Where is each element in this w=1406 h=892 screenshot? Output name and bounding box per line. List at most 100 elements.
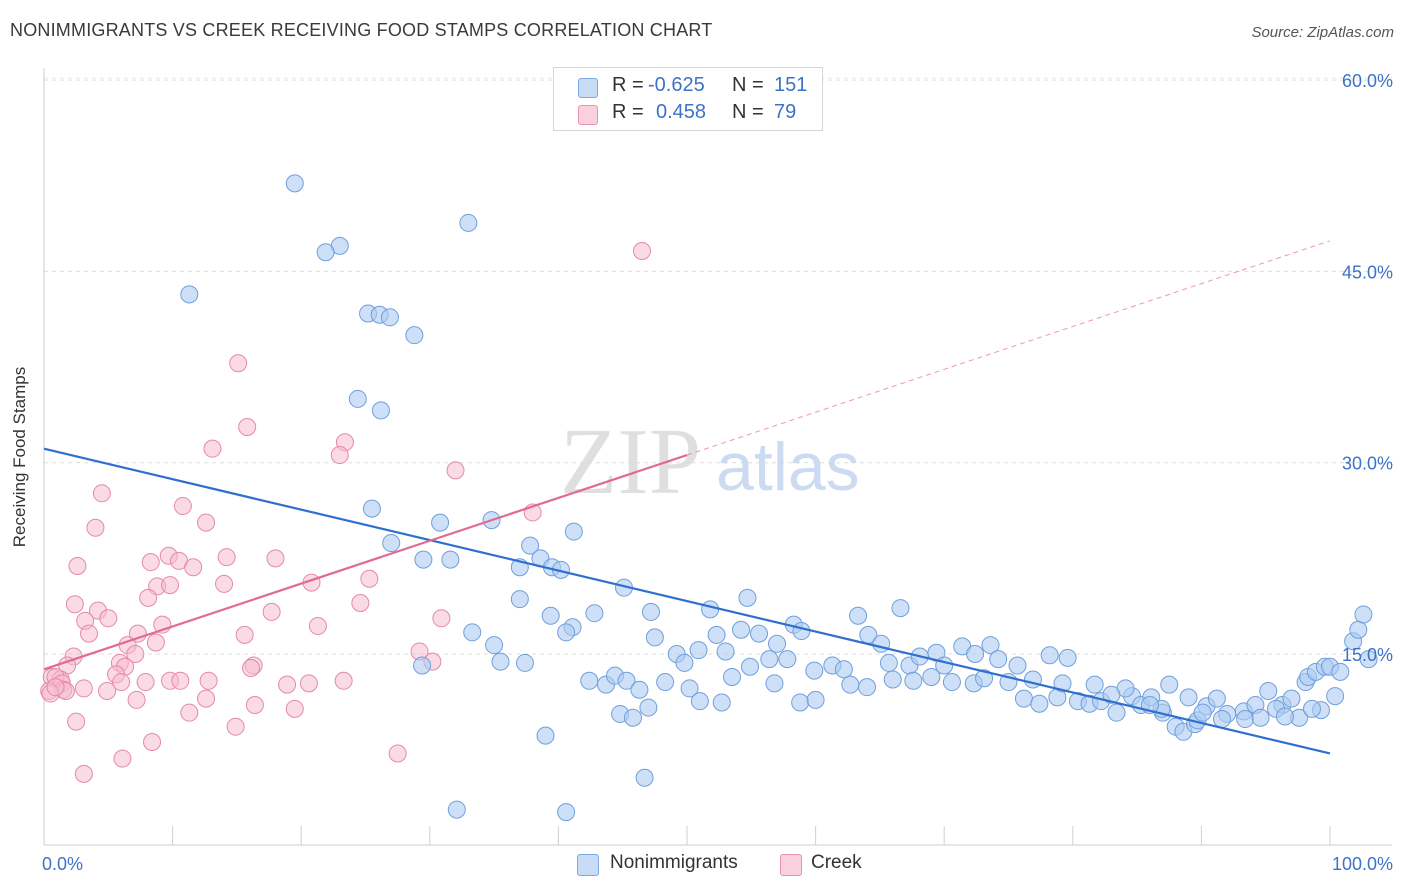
nonimmigrants-point — [1085, 675, 1104, 694]
nonimmigrants-point — [413, 656, 432, 675]
nonimmigrants-point — [382, 534, 401, 553]
nonimmigrants-point — [1212, 710, 1231, 729]
nonimmigrants-point — [1349, 620, 1368, 639]
r-value: -0.625 — [648, 74, 705, 96]
nonimmigrants-point — [1354, 605, 1373, 624]
creek-point — [136, 673, 155, 692]
creek-point — [238, 417, 257, 436]
nonimmigrants-point — [510, 590, 529, 609]
creek-point — [446, 461, 465, 480]
nonimmigrants-point — [989, 650, 1008, 669]
nonimmigrants-points — [180, 174, 1378, 822]
nonimmigrants-point — [966, 645, 985, 663]
creek-point — [330, 446, 349, 465]
nonimmigrants-point — [765, 674, 784, 693]
creek-point — [299, 674, 318, 693]
nonimmigrants-point — [849, 606, 868, 625]
creek-point — [171, 671, 190, 690]
nonimmigrants-point — [536, 726, 555, 745]
nonimmigrants-point — [768, 634, 787, 653]
nonimmigrants-point — [541, 606, 560, 625]
creek-point — [127, 690, 146, 709]
creek-point — [245, 696, 264, 715]
creek-point — [197, 513, 216, 532]
nonimmigrants-point — [680, 679, 699, 698]
trend-line-creek — [43, 454, 688, 671]
nonimmigrants-point — [564, 522, 583, 541]
creek-point — [113, 749, 132, 768]
nonimmigrants-point — [1014, 689, 1033, 708]
nonimmigrants-point — [348, 389, 367, 408]
nonimmigrants-point — [362, 499, 381, 518]
creek-point — [80, 624, 99, 643]
chart-title: NONIMMIGRANTS VS CREEK RECEIVING FOOD ST… — [10, 20, 713, 40]
creek-point — [173, 497, 192, 516]
nonimmigrants-point — [285, 174, 304, 193]
y-tick-label: 30.0% — [1342, 454, 1393, 474]
nonimmigrants-point — [180, 285, 199, 304]
nonimmigrants-point — [1102, 685, 1121, 704]
nonimmigrants-point — [635, 768, 654, 787]
nonimmigrants-point — [1259, 681, 1278, 700]
creek-point — [180, 703, 199, 722]
creek-point — [308, 616, 327, 635]
nonimmigrants-point — [491, 652, 510, 671]
creek-point — [65, 595, 84, 614]
nonimmigrants-point — [922, 667, 941, 686]
creek-point — [161, 576, 180, 595]
nonimmigrants-point — [690, 692, 709, 711]
nonimmigrants-point — [834, 660, 853, 679]
legend-label: Nonimmigrants — [610, 852, 738, 873]
nonimmigrants-point — [639, 698, 658, 717]
trend-lines — [43, 240, 1331, 755]
creek-point — [126, 645, 145, 663]
watermark-zip: ZIP — [560, 410, 701, 514]
creek-point — [197, 689, 216, 708]
nonimmigrants-point — [656, 673, 675, 692]
nonimmigrants-point — [778, 650, 797, 669]
nonimmigrants-point — [792, 622, 811, 641]
nonimmigrants-point — [741, 657, 760, 676]
nonimmigrants-point — [723, 667, 742, 686]
creek-point — [360, 569, 379, 588]
nonimmigrants-point — [1030, 694, 1049, 713]
nonimmigrants-point — [645, 628, 664, 647]
watermark: ZIP atlas — [560, 410, 860, 514]
legend-swatch-blue — [578, 78, 598, 98]
creek-point — [203, 439, 222, 458]
watermark-atlas: atlas — [716, 429, 860, 505]
creek-point — [184, 558, 203, 577]
nonimmigrants-point — [1160, 675, 1179, 694]
nonimmigrants-point — [1107, 703, 1126, 722]
nonimmigrants-point — [883, 670, 902, 689]
nonimmigrants-point — [447, 800, 466, 819]
creek-point — [217, 548, 236, 567]
creek-point — [632, 241, 651, 260]
nonimmigrants-point — [1236, 710, 1255, 729]
n-label: N = — [732, 101, 764, 123]
nonimmigrants-point — [630, 680, 649, 699]
nonimmigrants-point — [1251, 708, 1270, 727]
legend-swatch-pink — [578, 105, 598, 125]
nonimmigrants-point — [750, 624, 769, 643]
creek-point — [235, 625, 254, 644]
nonimmigrants-point — [1275, 707, 1294, 726]
tick-labels: 15.0% 30.0% 45.0% 60.0% 0.0% 100.0% — [42, 71, 1393, 874]
creek-point — [285, 699, 304, 718]
nonimmigrants-point — [707, 625, 726, 644]
creek-point — [74, 679, 93, 698]
nonimmigrants-point — [791, 693, 810, 712]
creek-point — [278, 675, 297, 694]
nonimmigrants-point — [623, 708, 642, 727]
nonimmigrants-point — [904, 671, 923, 690]
creek-point — [86, 518, 105, 537]
creek-point — [242, 659, 261, 678]
creek-point — [46, 678, 65, 697]
y-tick-label: 45.0% — [1342, 262, 1393, 282]
nonimmigrants-point — [1207, 689, 1226, 708]
nonimmigrants-point — [515, 653, 534, 672]
creek-point — [99, 609, 118, 628]
legend-swatch-pink — [780, 854, 802, 876]
nonimmigrants-point — [1282, 689, 1301, 708]
